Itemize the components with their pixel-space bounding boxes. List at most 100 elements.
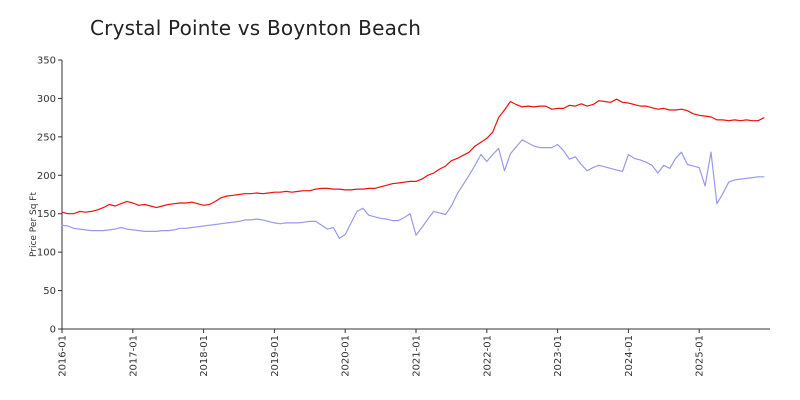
data-point-series-1 xyxy=(663,108,665,109)
x-tick-label: 2020-01 xyxy=(341,335,352,377)
data-point-series-2 xyxy=(740,178,741,180)
data-point-series-1 xyxy=(639,105,641,107)
y-tick-label: 150 xyxy=(37,209,56,220)
data-point-series-2 xyxy=(108,229,110,231)
data-point-series-2 xyxy=(232,221,234,223)
data-point-series-2 xyxy=(598,164,600,166)
data-point-series-1 xyxy=(604,101,606,102)
data-point-series-2 xyxy=(692,165,694,167)
data-point-series-2 xyxy=(268,221,269,222)
data-point-series-2 xyxy=(681,151,682,153)
data-point-series-1 xyxy=(238,194,240,195)
data-point-series-1 xyxy=(79,211,81,212)
data-point-series-1 xyxy=(722,119,724,121)
data-point-series-1 xyxy=(569,104,570,106)
data-point-series-1 xyxy=(669,109,671,111)
data-point-series-2 xyxy=(73,227,75,229)
x-tick-label: 2017-01 xyxy=(128,335,139,377)
data-point-series-2 xyxy=(173,229,175,231)
data-point-series-2 xyxy=(327,228,328,230)
data-point-series-2 xyxy=(504,170,505,172)
data-point-series-2 xyxy=(61,224,63,226)
data-point-series-2 xyxy=(492,154,494,155)
y-tick-label: 50 xyxy=(43,286,56,297)
x-tick-label: 2022-01 xyxy=(482,335,493,377)
data-point-series-2 xyxy=(651,164,653,166)
x-tick-label: 2019-01 xyxy=(270,335,281,377)
data-point-series-1 xyxy=(415,181,417,182)
data-point-series-1 xyxy=(486,138,488,139)
data-point-series-1 xyxy=(433,172,435,174)
data-point-series-2 xyxy=(91,230,92,232)
data-point-series-2 xyxy=(610,168,612,169)
data-point-series-2 xyxy=(250,219,252,221)
data-point-series-2 xyxy=(150,231,151,232)
data-point-series-1 xyxy=(91,211,92,212)
data-point-series-1 xyxy=(209,204,210,205)
data-point-series-2 xyxy=(645,161,647,163)
data-point-series-2 xyxy=(356,211,358,212)
y-tick-label: 250 xyxy=(37,132,56,143)
data-point-series-2 xyxy=(179,227,181,229)
data-point-series-2 xyxy=(722,193,724,195)
data-point-series-2 xyxy=(421,227,423,228)
data-point-series-1 xyxy=(262,193,263,195)
data-point-series-1 xyxy=(274,191,275,193)
data-point-series-2 xyxy=(291,222,293,224)
data-point-series-2 xyxy=(303,221,305,223)
data-point-series-1 xyxy=(232,194,234,196)
data-point-series-2 xyxy=(486,161,488,162)
data-point-series-2 xyxy=(297,222,299,224)
data-point-series-2 xyxy=(746,178,747,179)
y-tick-label: 100 xyxy=(37,248,56,259)
data-point-series-1 xyxy=(185,202,187,204)
data-point-series-1 xyxy=(356,188,358,190)
data-point-series-1 xyxy=(468,151,470,153)
data-point-series-1 xyxy=(350,189,352,191)
data-point-series-2 xyxy=(380,217,381,219)
data-point-series-1 xyxy=(533,106,535,108)
series-line-2 xyxy=(61,139,765,239)
data-point-series-1 xyxy=(338,188,340,190)
data-point-series-1 xyxy=(427,174,429,176)
data-point-series-1 xyxy=(102,207,104,209)
x-tick-label: 2021-01 xyxy=(412,335,423,377)
data-point-series-2 xyxy=(285,222,287,224)
data-point-series-1 xyxy=(751,120,753,122)
data-point-series-1 xyxy=(114,205,116,207)
data-point-series-1 xyxy=(580,103,582,105)
data-point-series-1 xyxy=(687,110,688,112)
data-point-series-2 xyxy=(256,218,258,220)
x-tick-label: 2016-01 xyxy=(58,335,69,377)
data-point-series-2 xyxy=(451,205,452,207)
data-point-series-2 xyxy=(533,145,535,147)
data-point-series-2 xyxy=(262,219,263,221)
data-point-series-2 xyxy=(515,146,517,148)
x-tick-label: 2023-01 xyxy=(553,335,564,377)
x-tick-label: 2025-01 xyxy=(695,335,706,377)
data-point-series-1 xyxy=(61,211,63,213)
data-point-series-1 xyxy=(563,108,564,109)
data-point-series-1 xyxy=(179,202,181,204)
x-tick-label: 2018-01 xyxy=(199,335,210,377)
data-point-series-1 xyxy=(716,119,718,121)
data-point-series-1 xyxy=(144,204,146,205)
data-point-series-2 xyxy=(445,214,446,215)
data-point-series-1 xyxy=(586,105,588,107)
data-point-series-1 xyxy=(220,197,222,199)
data-point-series-1 xyxy=(108,204,110,205)
data-point-series-1 xyxy=(250,193,252,195)
data-point-series-1 xyxy=(386,184,387,186)
data-point-series-1 xyxy=(480,141,482,143)
data-point-series-2 xyxy=(551,147,553,149)
axes: 0 50 100 150 200 250 300 350 2016-01 2017-01 2018-… xyxy=(29,56,770,377)
data-point-series-1 xyxy=(226,195,228,197)
data-point-series-1 xyxy=(279,191,281,193)
data-point-series-1 xyxy=(291,191,293,193)
data-point-series-2 xyxy=(338,237,340,239)
data-point-series-2 xyxy=(510,153,511,155)
data-point-series-1 xyxy=(138,204,140,206)
data-point-series-1 xyxy=(333,188,334,190)
data-point-series-2 xyxy=(468,174,470,176)
